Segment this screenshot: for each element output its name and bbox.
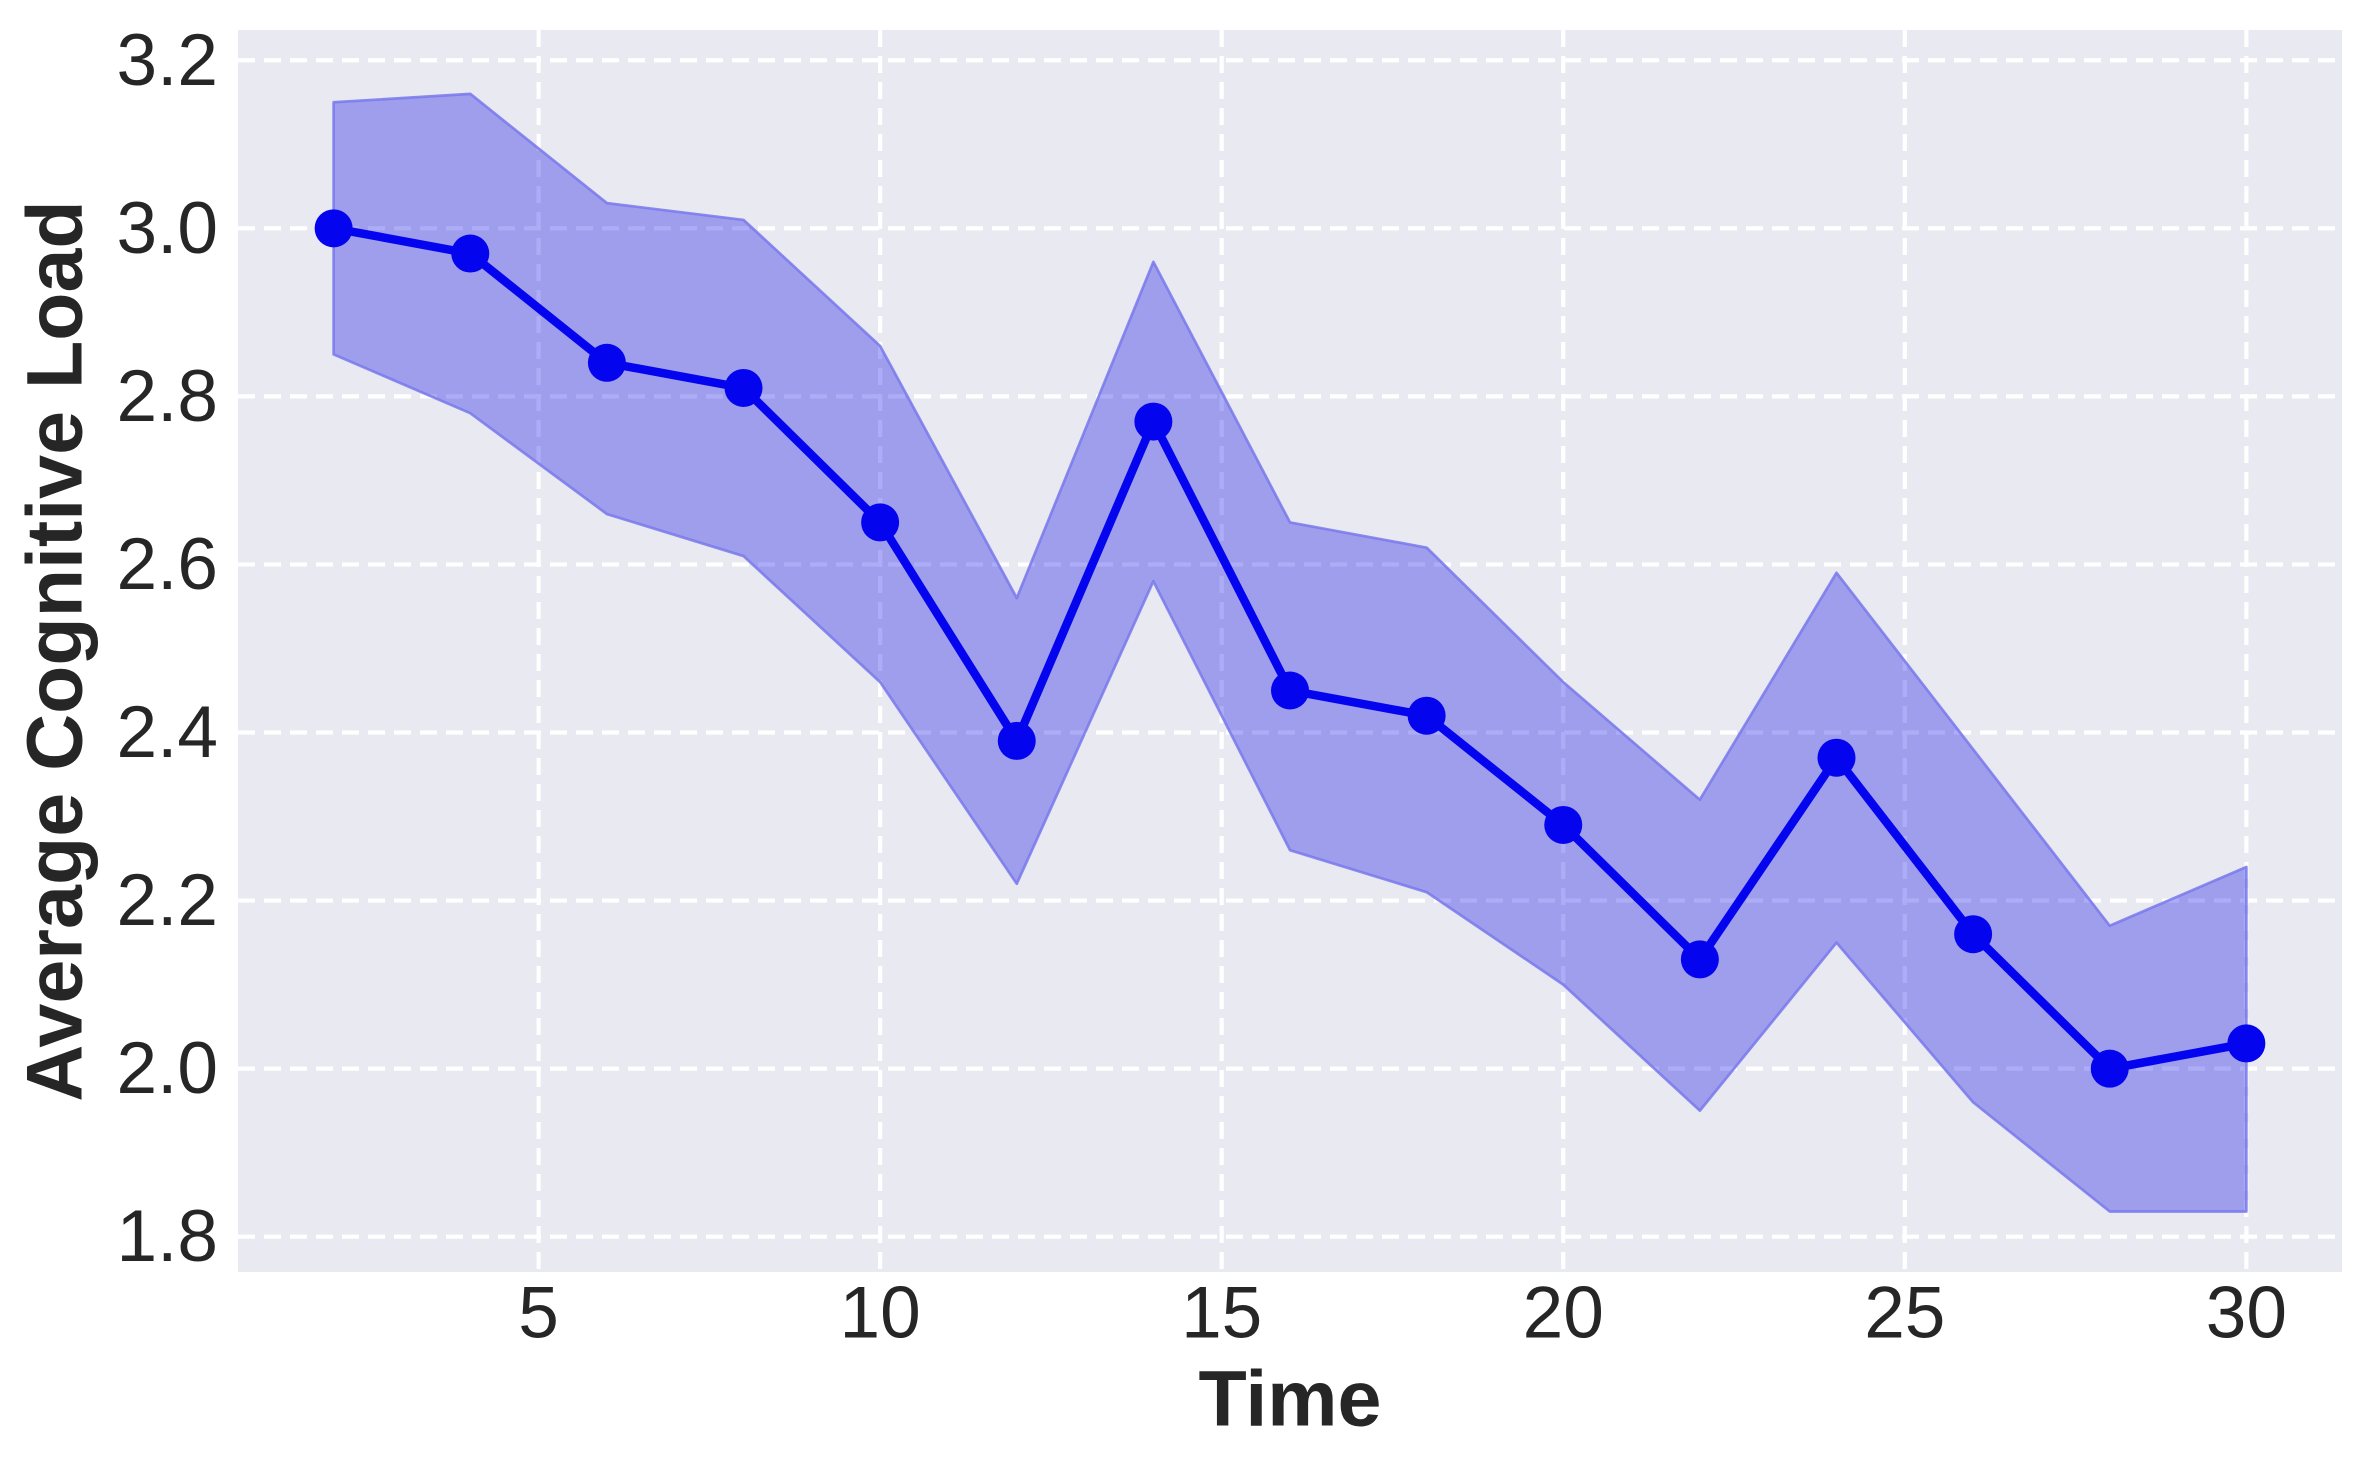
- x-tick-label: 10: [840, 1273, 921, 1354]
- data-point-marker: [1954, 915, 1993, 954]
- y-axis-label: Average Cognitive Load: [10, 200, 99, 1101]
- data-point-marker: [1817, 738, 1856, 777]
- y-tick-label: 1.8: [117, 1196, 218, 1277]
- y-tick-label: 3.2: [117, 20, 218, 101]
- data-point-markers-layer: [314, 209, 2266, 1088]
- y-tick-label: 2.4: [117, 692, 218, 773]
- data-point-marker: [2227, 1024, 2266, 1063]
- y-tick-label: 3.0: [117, 188, 218, 269]
- x-tick-label: 15: [1181, 1273, 1262, 1354]
- data-point-marker: [451, 234, 490, 273]
- confidence-band: [332, 92, 2248, 1213]
- data-point-marker: [861, 503, 900, 542]
- data-point-marker: [1407, 696, 1446, 735]
- data-point-marker: [1271, 671, 1309, 710]
- y-tick-label: 2.8: [117, 356, 218, 437]
- plot-background: [238, 30, 2342, 1272]
- x-tick-label: 30: [2206, 1273, 2287, 1354]
- x-tick-label: 20: [1523, 1273, 1604, 1354]
- data-point-marker: [314, 209, 353, 248]
- tick-labels-layer: 5 10 15 20 25 30 1.8 2.0 2.2 2.4 2.6 2.8 3.0 3.2: [117, 20, 2287, 1354]
- data-point-marker: [1680, 940, 1719, 979]
- x-axis-label: Time: [1199, 1354, 1382, 1443]
- x-tick-label: 25: [1864, 1273, 1945, 1354]
- confidence-band-layer: [332, 92, 2248, 1213]
- data-point-marker: [724, 368, 763, 407]
- data-point-marker: [997, 721, 1036, 760]
- data-point-marker: [1544, 805, 1583, 844]
- plot-area: [238, 30, 2342, 1272]
- grid-layer: [238, 30, 2342, 1272]
- y-tick-label: 2.0: [117, 1028, 218, 1109]
- data-point-marker: [2090, 1049, 2129, 1088]
- data-point-marker: [1134, 402, 1173, 441]
- y-tick-label: 2.6: [117, 524, 218, 605]
- y-tick-label: 2.2: [117, 860, 218, 941]
- x-tick-label: 5: [518, 1273, 559, 1354]
- data-point-marker: [587, 343, 626, 382]
